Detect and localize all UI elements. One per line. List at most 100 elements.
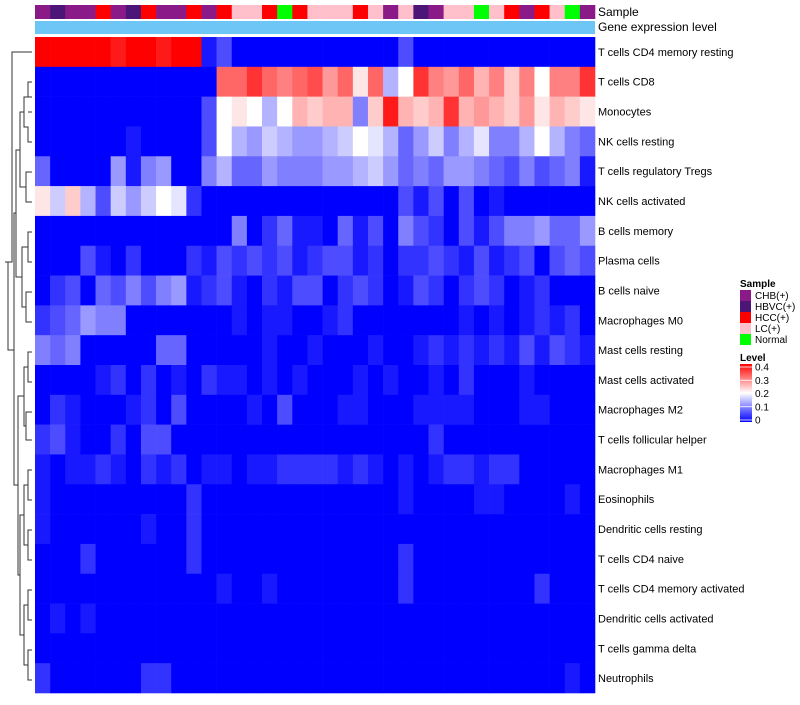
heatmap-cell bbox=[65, 335, 81, 366]
heatmap-cell bbox=[231, 335, 248, 366]
heatmap-cell bbox=[292, 275, 308, 306]
heatmap-cell bbox=[231, 573, 248, 604]
heatmap-cell bbox=[50, 603, 66, 634]
heatmap-cell bbox=[428, 126, 444, 157]
heatmap-cell bbox=[428, 633, 444, 664]
heatmap-cell bbox=[549, 335, 566, 366]
heatmap-cell bbox=[534, 394, 550, 425]
heatmap-cell bbox=[443, 215, 460, 247]
heatmap-cell bbox=[95, 37, 111, 68]
heatmap-cell bbox=[65, 663, 81, 694]
sample-annotation-cell bbox=[65, 5, 81, 19]
heatmap-cell bbox=[443, 424, 460, 455]
heatmap-cell bbox=[489, 633, 505, 664]
heatmap-cell bbox=[156, 126, 172, 157]
heatmap-cell bbox=[262, 126, 278, 157]
heatmap-cell bbox=[201, 603, 217, 634]
heatmap-cell bbox=[50, 454, 66, 485]
row-label: Dendritic cells activated bbox=[598, 613, 714, 625]
heatmap-cell bbox=[125, 245, 142, 276]
heatmap-cell bbox=[156, 394, 172, 425]
legend-swatch bbox=[740, 290, 751, 301]
heatmap-cell bbox=[352, 603, 369, 634]
heatmap-cell bbox=[398, 275, 414, 306]
heatmap-cell bbox=[534, 514, 550, 545]
heatmap-cell bbox=[292, 335, 308, 366]
heatmap-cell bbox=[473, 156, 490, 187]
heatmap-cell bbox=[277, 514, 293, 545]
heatmap-cell bbox=[201, 335, 217, 366]
heatmap-cell bbox=[246, 633, 263, 664]
heatmap-cell bbox=[80, 573, 96, 604]
heatmap-cell bbox=[534, 573, 550, 604]
heatmap-cell bbox=[352, 66, 369, 97]
sample-annotation-cell bbox=[398, 5, 414, 19]
heatmap-cell bbox=[428, 424, 444, 455]
heatmap-cell bbox=[579, 37, 596, 68]
heatmap-cell bbox=[383, 514, 399, 545]
heatmap-cell bbox=[549, 365, 566, 396]
heatmap-cell bbox=[352, 275, 369, 306]
sample-annotation-cell bbox=[50, 5, 66, 19]
heatmap-cell bbox=[367, 305, 384, 336]
heatmap-cell bbox=[292, 186, 308, 217]
heatmap-cell bbox=[398, 305, 414, 336]
heatmap-cell bbox=[140, 514, 157, 545]
heatmap-cell bbox=[383, 394, 399, 425]
heatmap-cell bbox=[140, 424, 157, 455]
heatmap-cell bbox=[519, 365, 535, 396]
heatmap-cell bbox=[80, 543, 96, 575]
heatmap-cell bbox=[140, 335, 157, 366]
sample-annotation-cell bbox=[428, 5, 444, 19]
heatmap-cell bbox=[292, 96, 308, 127]
heatmap-cell bbox=[443, 305, 460, 336]
heatmap-cell bbox=[80, 37, 96, 68]
heatmap-cell bbox=[489, 573, 505, 604]
row-label: Plasma cells bbox=[598, 256, 660, 268]
heatmap-cell bbox=[277, 126, 293, 157]
heatmap-cell bbox=[35, 305, 51, 336]
heatmap-cell bbox=[171, 245, 187, 276]
heatmap-cell bbox=[443, 543, 460, 575]
heatmap-cell bbox=[231, 394, 248, 425]
heatmap-cell bbox=[322, 215, 339, 247]
legend-label: LC(+) bbox=[755, 324, 780, 335]
heatmap-cell bbox=[413, 365, 429, 396]
heatmap-cell bbox=[140, 365, 157, 396]
heatmap-cell bbox=[140, 305, 157, 336]
heatmap-cell bbox=[443, 126, 460, 157]
heatmap-cell bbox=[231, 156, 248, 187]
heatmap-cell bbox=[125, 514, 142, 545]
heatmap-cell bbox=[95, 215, 111, 247]
heatmap-cell bbox=[216, 365, 233, 396]
heatmap-cell bbox=[443, 96, 460, 127]
heatmap-cell bbox=[367, 156, 384, 187]
heatmap-cell bbox=[549, 454, 566, 485]
legend-swatch bbox=[740, 312, 751, 323]
heatmap-cell bbox=[277, 96, 293, 127]
heatmap-cell bbox=[171, 126, 187, 157]
heatmap-cell bbox=[80, 603, 96, 634]
heatmap-cell bbox=[277, 335, 293, 366]
heatmap-cell bbox=[171, 305, 187, 336]
heatmap-cell bbox=[95, 96, 111, 127]
heatmap-cell bbox=[564, 573, 581, 604]
heatmap-cell bbox=[352, 484, 369, 515]
heatmap-cell bbox=[277, 633, 293, 664]
heatmap-cell bbox=[398, 543, 414, 575]
heatmap-cell bbox=[443, 275, 460, 306]
heatmap-cell bbox=[367, 186, 384, 217]
heatmap-cell bbox=[292, 126, 308, 157]
heatmap-cell bbox=[156, 215, 172, 247]
heatmap-cell bbox=[458, 573, 475, 604]
heatmap-cell bbox=[110, 305, 127, 336]
sample-annotation-cell bbox=[186, 5, 202, 19]
heatmap-cell bbox=[413, 186, 429, 217]
heatmap-cell bbox=[458, 633, 475, 664]
heatmap-cell bbox=[534, 96, 550, 127]
heatmap-cell bbox=[428, 663, 444, 694]
heatmap-cell bbox=[201, 275, 217, 306]
heatmap-cell bbox=[489, 275, 505, 306]
heatmap-cell bbox=[383, 633, 399, 664]
